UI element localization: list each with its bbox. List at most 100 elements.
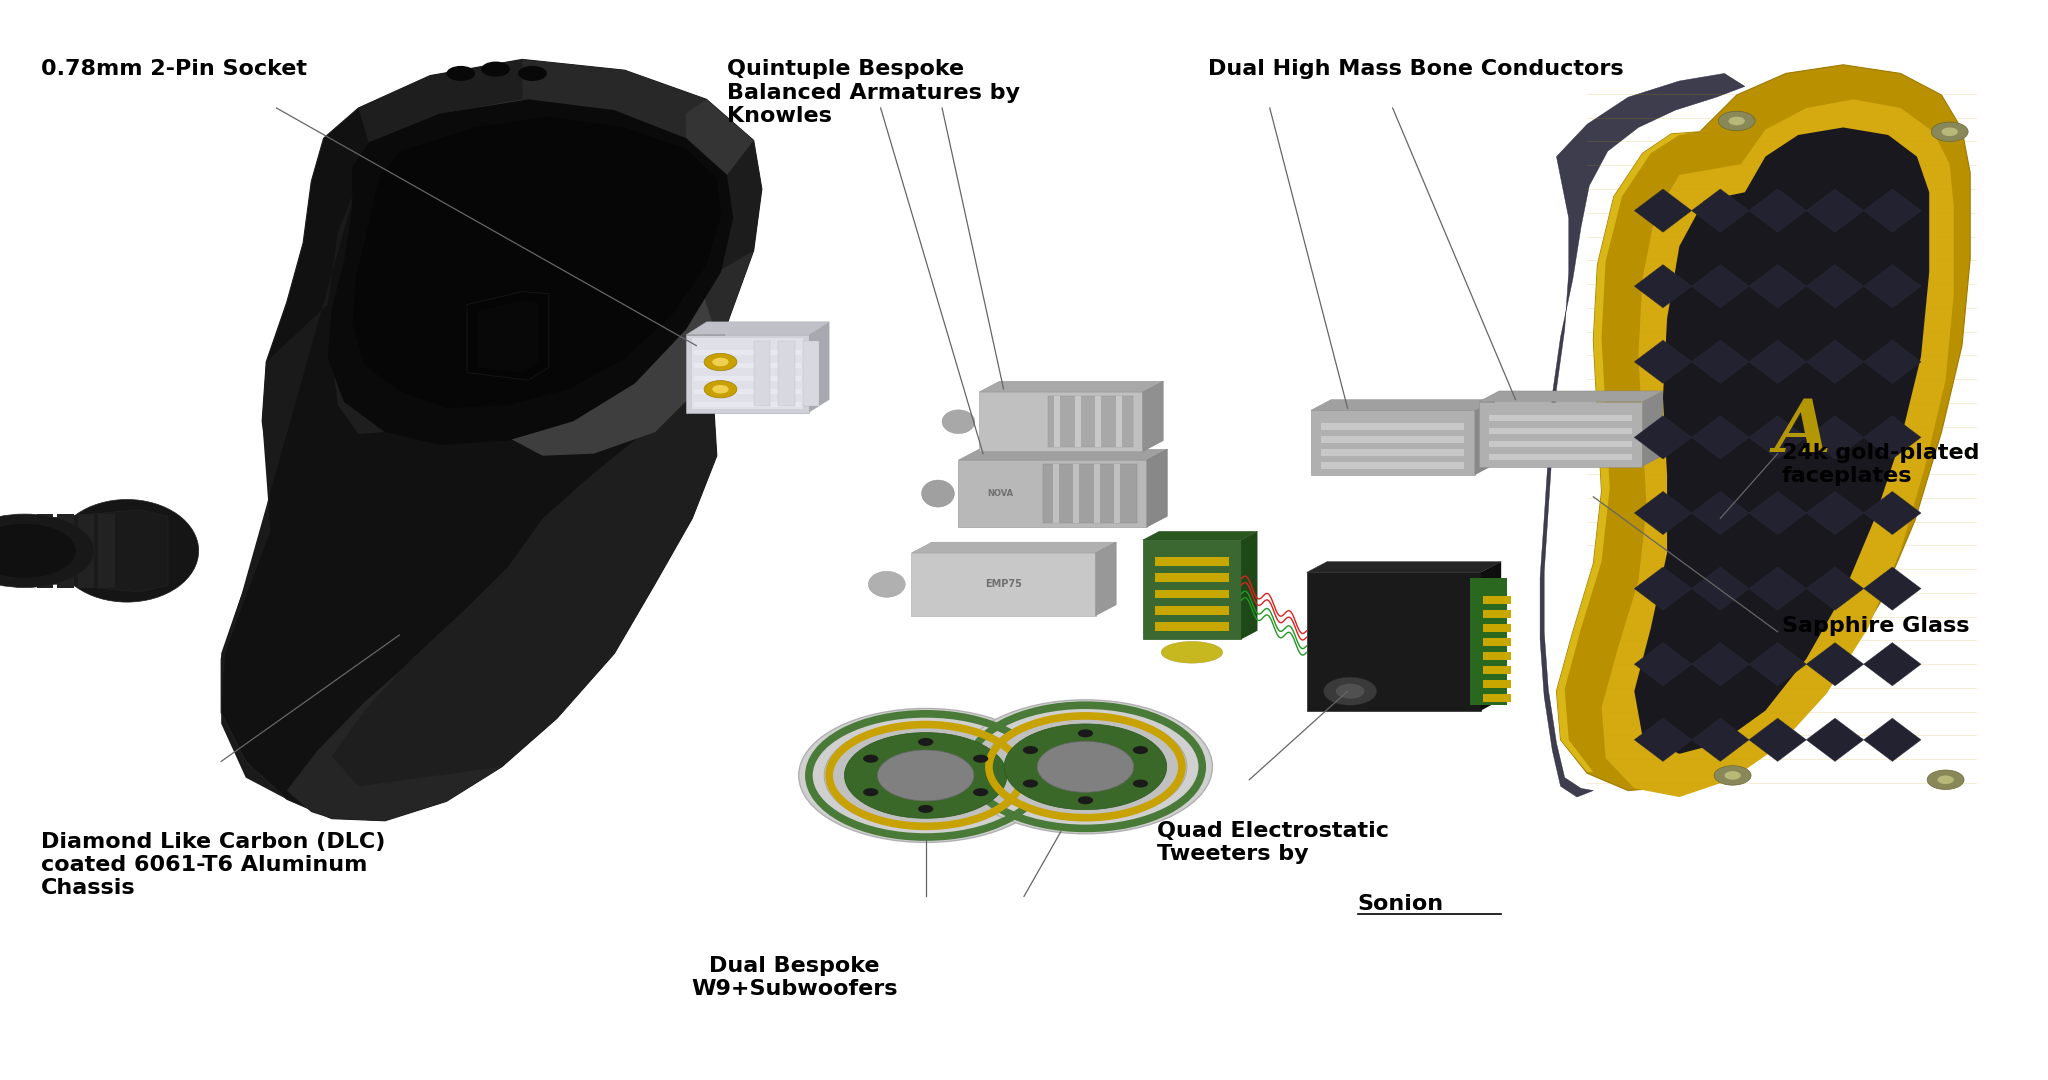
Polygon shape [467,292,549,380]
Polygon shape [686,322,829,335]
Polygon shape [1864,416,1921,459]
Polygon shape [1634,189,1692,232]
Polygon shape [1806,340,1864,383]
Circle shape [0,524,76,578]
Polygon shape [1749,265,1806,308]
Polygon shape [1749,643,1806,686]
Polygon shape [911,542,1116,553]
Polygon shape [958,449,1167,460]
Polygon shape [1864,340,1921,383]
Polygon shape [979,381,1163,392]
Circle shape [918,738,934,746]
Polygon shape [522,59,707,140]
Circle shape [799,708,1053,842]
Polygon shape [1692,265,1749,308]
Bar [803,341,819,406]
Polygon shape [1556,65,1970,791]
Polygon shape [676,251,754,389]
Circle shape [1729,117,1745,125]
Circle shape [1133,780,1149,787]
Bar [1470,578,1507,705]
Polygon shape [328,113,440,434]
Bar [1321,449,1464,456]
Polygon shape [809,322,829,413]
Circle shape [1036,741,1135,793]
Polygon shape [1692,416,1749,459]
Bar [958,460,1147,527]
Text: Quad Electrostatic
Tweeters by: Quad Electrostatic Tweeters by [1157,821,1389,864]
Bar [754,341,770,406]
Polygon shape [1806,643,1864,686]
Polygon shape [1602,99,1954,797]
Polygon shape [1634,127,1929,754]
Text: 0.78mm 2-Pin Socket: 0.78mm 2-Pin Socket [41,59,307,80]
Circle shape [1724,771,1741,780]
Circle shape [1022,780,1038,787]
Polygon shape [1806,416,1864,459]
Polygon shape [1556,130,1710,772]
Bar [1075,396,1081,447]
Bar [694,350,801,355]
Polygon shape [508,257,713,456]
Polygon shape [221,59,762,821]
Polygon shape [1806,718,1864,761]
Circle shape [1323,677,1376,705]
Circle shape [1927,770,1964,789]
Polygon shape [1634,643,1692,686]
Circle shape [958,700,1212,834]
Polygon shape [1692,567,1749,610]
Bar [1483,624,1511,632]
Polygon shape [352,117,721,408]
Polygon shape [1692,718,1749,761]
Text: Dual Bespoke
W9+Subwoofers: Dual Bespoke W9+Subwoofers [692,956,897,999]
Polygon shape [1692,643,1749,686]
Circle shape [862,755,879,762]
Bar [694,376,801,381]
Bar [1094,464,1100,523]
Polygon shape [1864,265,1921,308]
Bar [98,514,115,588]
Bar [1479,402,1642,467]
Bar [1483,694,1511,702]
Bar [1483,680,1511,688]
Bar [1073,464,1079,523]
Circle shape [983,713,1188,821]
Ellipse shape [922,480,954,507]
Ellipse shape [1161,642,1223,663]
Bar [1155,622,1229,631]
Polygon shape [221,143,369,819]
Polygon shape [399,99,686,221]
Bar [1483,638,1511,646]
Bar [1489,428,1632,434]
Bar [1483,652,1511,660]
Bar [1049,396,1133,447]
Circle shape [1931,122,1968,141]
Circle shape [1335,684,1364,699]
Text: NOVA: NOVA [987,489,1014,498]
Polygon shape [1749,340,1806,383]
Circle shape [1937,775,1954,784]
Polygon shape [328,99,733,445]
Polygon shape [1692,189,1749,232]
Bar [57,514,74,588]
Polygon shape [1634,491,1692,535]
Bar [1155,557,1229,566]
Text: Quintuple Bespoke
Balanced Armatures by
Knowles: Quintuple Bespoke Balanced Armatures by … [727,59,1020,125]
Bar [911,553,1096,616]
Circle shape [713,384,729,393]
Bar [778,341,795,406]
Ellipse shape [942,410,975,434]
Circle shape [481,62,510,77]
Polygon shape [1864,718,1921,761]
Bar [694,389,801,394]
Bar [1489,415,1632,421]
Circle shape [823,721,1028,829]
Bar [1321,423,1464,430]
Bar [1053,464,1059,523]
Bar [78,514,94,588]
Circle shape [1718,111,1755,131]
Bar [1055,396,1061,447]
Circle shape [844,732,1008,819]
Bar [1155,606,1229,615]
Polygon shape [332,389,717,786]
